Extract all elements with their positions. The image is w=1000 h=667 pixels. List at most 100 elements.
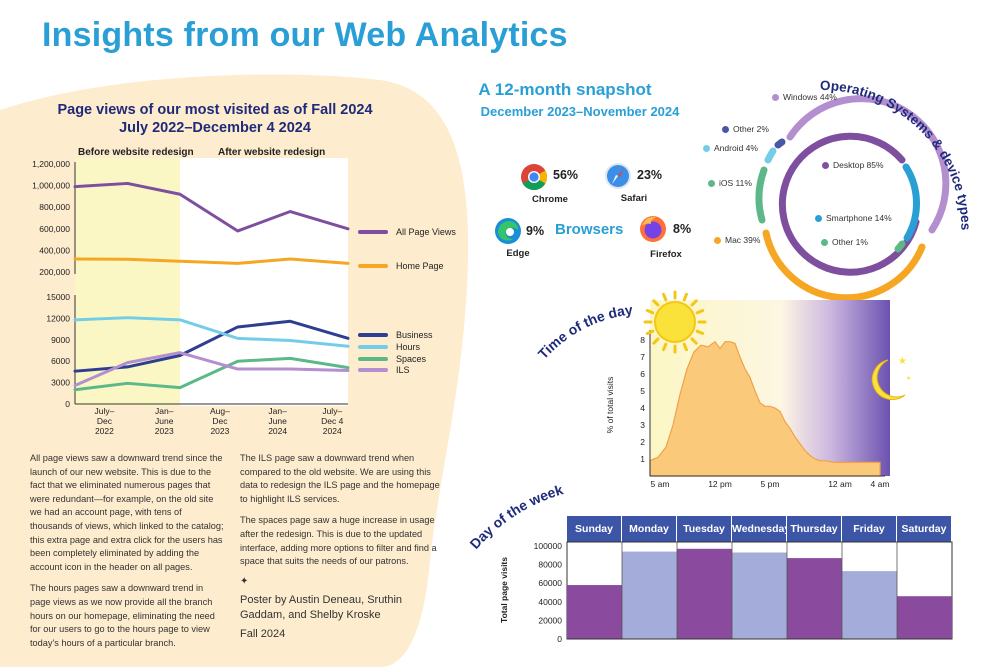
- sun-ray: [662, 292, 668, 302]
- os-text: Android 4%: [714, 143, 758, 153]
- dot-icon: [703, 144, 710, 152]
- y-axis-title: Total page visits: [499, 557, 509, 623]
- credit-line-2: Gaddam, and Shelby Kroske: [240, 609, 381, 621]
- week-day-header: Tuesday: [677, 516, 732, 542]
- os-label-windows: Windows 44%: [772, 92, 837, 102]
- y-tick-label: 0: [557, 634, 562, 644]
- edge-label: Edge: [506, 248, 530, 259]
- x-tick-label: Dec: [212, 416, 228, 426]
- edge-pct: 9%: [526, 224, 545, 238]
- firefox-pct: 8%: [673, 222, 692, 236]
- y-tick-label: 400,000: [39, 245, 70, 255]
- os-text: Mac 39%: [725, 235, 761, 245]
- os-label-desktop: Desktop 85%: [822, 160, 884, 170]
- browsers-label: Browsers: [555, 221, 624, 238]
- bar-wednesday: [732, 552, 787, 639]
- dot-icon: [708, 179, 715, 187]
- sun-ray: [652, 337, 660, 345]
- snapshot-range: December 2023–November 2024: [480, 104, 680, 119]
- y-tick-label: 7: [640, 352, 645, 362]
- firefox-label: Firefox: [650, 249, 682, 260]
- legend-hours: Hours: [358, 342, 420, 352]
- paragraph-spaces: The spaces page saw a huge increase in u…: [240, 515, 437, 567]
- y-tick-label: 60000: [538, 578, 562, 588]
- paragraph-ils: The ILS page saw a downward trend when c…: [240, 453, 440, 504]
- x-tick-label: Jan–: [268, 406, 287, 416]
- os-text: Other 2%: [733, 124, 769, 134]
- before-redesign-band: [75, 158, 180, 406]
- legend-label: ILS: [396, 365, 410, 375]
- y-tick-label: 6000: [51, 356, 70, 366]
- week-day-header: Saturday: [897, 516, 952, 542]
- os-text: Other 1%: [832, 237, 868, 247]
- sun-ray: [662, 342, 668, 352]
- y-tick-label: 9000: [51, 335, 70, 345]
- bar-saturday: [897, 596, 952, 639]
- series-line-ils: [73, 351, 350, 387]
- safari-icon: [605, 163, 631, 189]
- sun-ray: [682, 292, 688, 302]
- legend-label: Business: [396, 330, 433, 340]
- after-redesign-label: After website redesign: [218, 147, 326, 158]
- ring-windows: [786, 95, 950, 234]
- firefox-icon: [640, 216, 666, 242]
- y-tick-label: 800,000: [39, 202, 70, 212]
- week-title-svg: Day of the week: [468, 481, 565, 552]
- sun-ray: [690, 337, 698, 345]
- sun-ray: [645, 309, 655, 315]
- series-line-hours: [73, 316, 350, 348]
- credits: ✦ Poster by Austin Deneau, Sruthin Gadda…: [240, 574, 440, 642]
- y-tick-label: 5: [640, 386, 645, 396]
- series-line-all-page-views: [73, 181, 350, 233]
- y-tick-label: 1,000,000: [32, 181, 70, 191]
- bar-tuesday: [677, 548, 732, 639]
- os-ring-chart: Operating Systems & device types: [755, 78, 973, 302]
- x-tick-label: Aug–: [210, 406, 230, 416]
- legend-business: Business: [358, 330, 433, 340]
- legend-label: All Page Views: [396, 227, 456, 237]
- bar-monday: [622, 551, 677, 639]
- dot-icon: [722, 125, 729, 133]
- y-tick-label: 3000: [51, 378, 70, 388]
- time-of-day-chart: 1 2 3 4 5 6 7 8 5 am 12 pm 5 pm 12 am 4 am % of total…: [605, 290, 911, 489]
- week-day-header: Friday: [842, 516, 897, 542]
- x-tick-label: 4 am: [871, 479, 890, 489]
- ring-other-device: [894, 240, 906, 253]
- y-tick-label: 20000: [538, 615, 562, 625]
- sun-ray: [645, 329, 655, 335]
- dot-icon: [772, 93, 779, 101]
- legend-label: Spaces: [396, 354, 427, 364]
- x-tick-label: 2023: [210, 426, 229, 436]
- x-tick-label: 12 pm: [708, 479, 732, 489]
- before-redesign-label: Before website redesign: [78, 147, 194, 158]
- chrome-pct: 56%: [553, 168, 579, 182]
- page-title: Insights from our Web Analytics: [42, 16, 568, 54]
- legend-label: Hours: [396, 342, 421, 352]
- x-tick-label: Dec: [97, 416, 113, 426]
- x-tick-label: 5 am: [651, 479, 670, 489]
- safari-label: Safari: [620, 193, 648, 204]
- paragraph-page-views: All page views saw a downward trend sinc…: [30, 453, 224, 572]
- y-tick-label: 2: [640, 437, 645, 447]
- credit-line-3: Fall 2024: [240, 628, 286, 640]
- moon-icon: [871, 359, 906, 401]
- y-tick-label: 40000: [538, 597, 562, 607]
- x-tick-label: Jan–: [155, 406, 174, 416]
- text-column-right: The ILS page saw a downward trend when c…: [240, 452, 440, 577]
- ring-mac: [762, 229, 926, 302]
- star-icon: ★: [898, 356, 907, 367]
- dot-icon: [815, 214, 822, 222]
- series-line-home-page: [73, 257, 350, 265]
- chrome-label: Chrome: [532, 194, 568, 205]
- y-tick-label: 4: [640, 403, 645, 413]
- os-text: Smartphone 14%: [826, 213, 892, 223]
- legend-label: Home Page: [396, 261, 444, 271]
- x-tick-label: 12 am: [828, 479, 852, 489]
- week-day-header: Thursday: [787, 516, 842, 542]
- x-tick-label: June: [155, 416, 174, 426]
- dot-icon: [821, 238, 828, 246]
- os-text: iOS 11%: [719, 178, 752, 188]
- bar-friday: [842, 571, 897, 639]
- y-axis-title: % of total visits: [605, 377, 615, 434]
